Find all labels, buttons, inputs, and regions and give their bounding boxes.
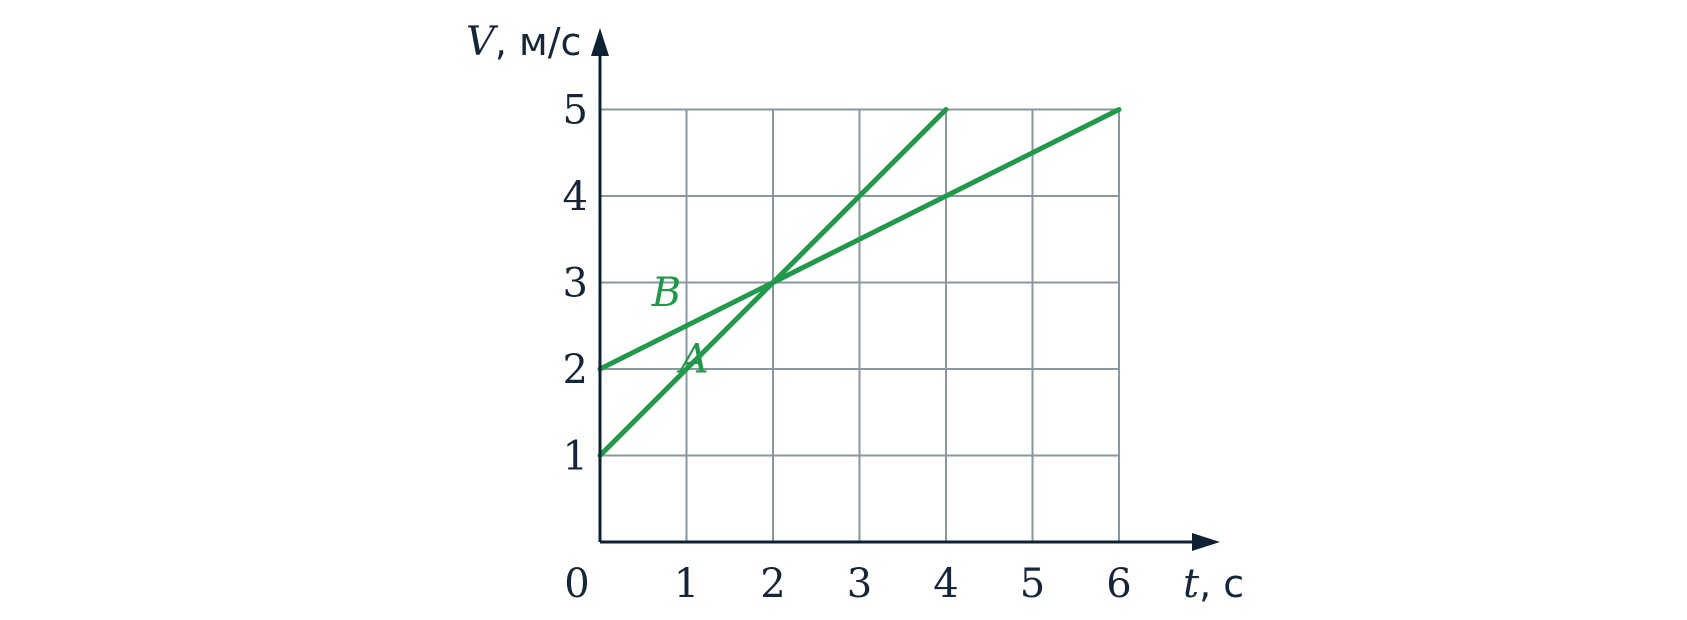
x-tick-label: 1	[674, 561, 699, 607]
x-tick-label: 5	[1020, 561, 1045, 607]
y-axis-variable: V	[466, 19, 499, 65]
y-axis-arrow-icon	[591, 28, 609, 56]
x-tick-label: 3	[847, 561, 872, 607]
chart-series	[597, 107, 1122, 458]
y-tick-label: 5	[563, 88, 588, 134]
series-label-b: B	[651, 270, 681, 316]
y-tick-label: 1	[563, 434, 588, 480]
series-line-b	[597, 107, 1122, 372]
chart-grid	[600, 108, 1120, 542]
y-axis-unit: , м/с	[495, 20, 582, 64]
y-tick-label: 2	[563, 347, 588, 393]
x-tick-label: 6	[1106, 561, 1131, 607]
x-axis-unit: , с	[1199, 562, 1244, 606]
x-tick-label: 4	[933, 561, 958, 607]
series-label-a: A	[676, 336, 709, 382]
x-axis-variable: t	[1183, 561, 1200, 607]
origin-label: 0	[564, 561, 589, 607]
y-tick-label: 3	[563, 261, 588, 307]
y-axis-label: V, м/с	[466, 19, 581, 65]
chart-axes	[591, 28, 1220, 551]
y-tick-label: 4	[563, 174, 588, 220]
x-axis-arrow-icon	[1192, 533, 1220, 551]
x-axis-label: t, с	[1183, 561, 1244, 607]
x-tick-label: 2	[760, 561, 785, 607]
chart-labels: 0 t, с V, м/с 1 2 3 4 5 6 1 2 3 4 5 AB	[466, 19, 1244, 607]
